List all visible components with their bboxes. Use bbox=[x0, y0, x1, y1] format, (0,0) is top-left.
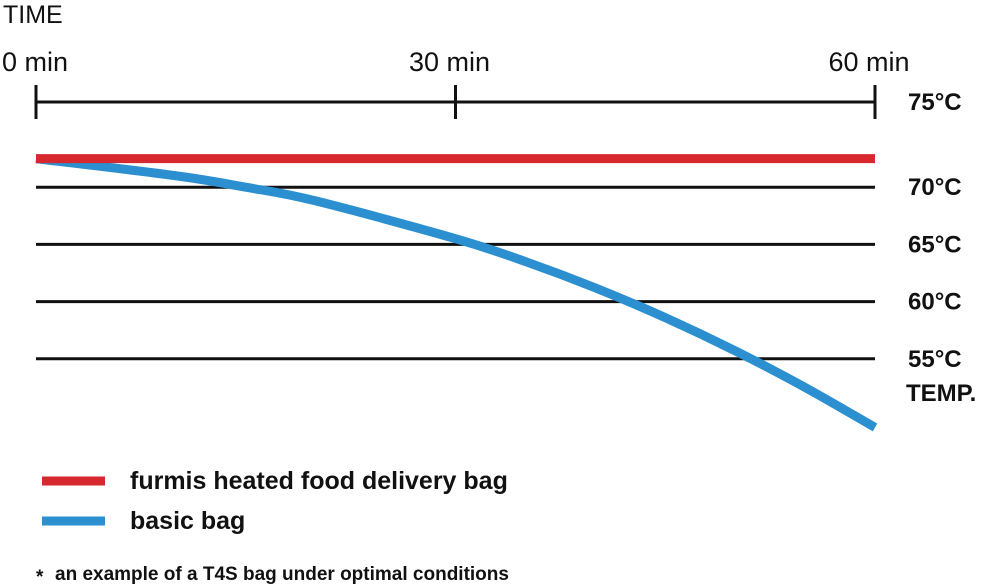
temp-label: 75°C bbox=[908, 89, 962, 116]
x-tick-label: 30 min bbox=[409, 47, 490, 77]
temp-label: 65°C bbox=[908, 231, 962, 258]
x-axis-title: TIME bbox=[3, 1, 63, 29]
legend-label: furmis heated food delivery bag bbox=[130, 467, 508, 495]
x-tick-label: 60 min bbox=[828, 47, 909, 77]
y-axis-title: TEMP. bbox=[906, 380, 976, 407]
footnote: * an example of a T4S bag under optimal … bbox=[36, 564, 509, 586]
x-axis: 0 min 30 min 60 min bbox=[2, 47, 910, 119]
temp-label: 70°C bbox=[908, 174, 962, 201]
footnote-marker: * bbox=[36, 567, 44, 586]
series-lines bbox=[35, 154, 878, 432]
legend: furmis heated food delivery bag basic bag bbox=[42, 467, 508, 535]
temperature-labels: 75°C 70°C 65°C 60°C 55°C bbox=[908, 89, 962, 373]
legend-label: basic bag bbox=[130, 507, 245, 535]
temp-label: 55°C bbox=[908, 346, 962, 373]
temp-label: 60°C bbox=[908, 289, 962, 316]
x-tick-label: 0 min bbox=[2, 47, 68, 77]
footnote-text: an example of a T4S bag under optimal co… bbox=[55, 564, 509, 585]
series-line-basic-bag bbox=[35, 154, 878, 432]
temperature-gridlines bbox=[36, 185, 875, 361]
